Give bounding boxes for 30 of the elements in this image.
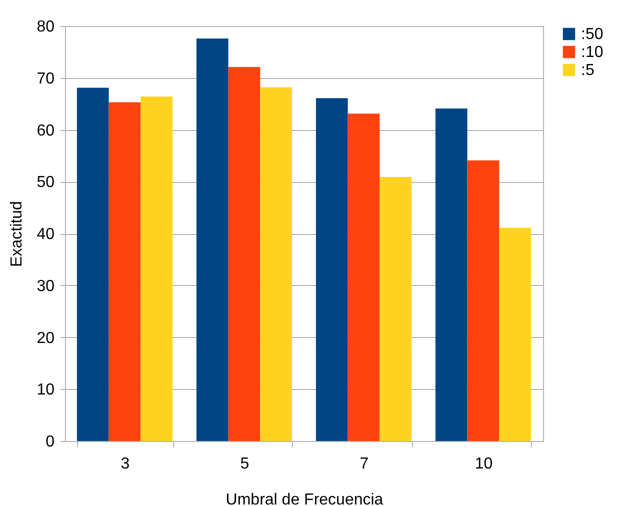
y-tick-label: 20 [36, 330, 55, 347]
legend-label: :10 [581, 44, 604, 61]
y-tick-label: 0 [46, 434, 55, 450]
bar [260, 87, 292, 441]
bar [499, 228, 532, 441]
bar [76, 88, 109, 441]
y-tick-label: 50 [36, 174, 55, 192]
x-tick-label: 5 [240, 456, 250, 472]
bar [435, 108, 468, 441]
bar [108, 102, 141, 441]
x-tick-label: 10 [474, 456, 493, 472]
y-tick-label: 60 [36, 122, 55, 140]
bar [228, 66, 260, 441]
x-axis-title: Umbral de Frecuencia [226, 492, 384, 506]
bar [380, 176, 412, 441]
y-tick-label: 30 [36, 278, 55, 295]
legend-label: :5 [581, 62, 594, 79]
bar [316, 98, 348, 441]
y-tick-label: 40 [36, 226, 55, 243]
bar [348, 114, 380, 441]
bar [467, 160, 500, 441]
y-tick-label: 80 [36, 18, 55, 36]
bar [196, 38, 228, 441]
bar [140, 96, 173, 441]
y-tick-label: 70 [36, 70, 55, 88]
y-tick-label: 10 [36, 382, 55, 399]
x-tick-label: 3 [120, 456, 130, 472]
legend-label: :50 [581, 26, 604, 43]
y-axis-title: Exactitud [8, 201, 26, 267]
x-tick-label: 7 [360, 456, 369, 472]
